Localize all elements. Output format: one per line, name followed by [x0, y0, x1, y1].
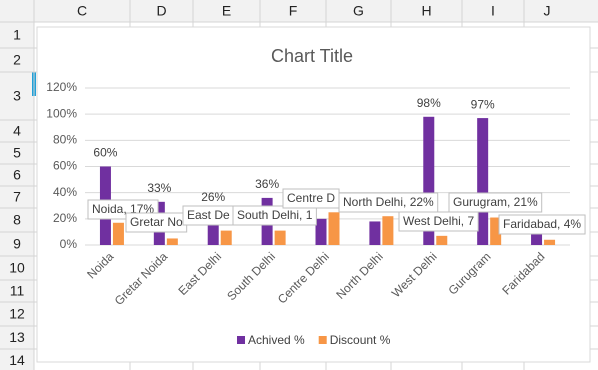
y-tick-label: 20%	[53, 211, 77, 225]
data-label: North Delhi, 22%	[343, 195, 434, 209]
data-label: Gurugram, 21%	[453, 195, 538, 209]
row-header: 1	[13, 27, 21, 43]
bar	[477, 118, 489, 245]
row-header: 10	[9, 260, 25, 276]
data-label: 26%	[201, 190, 225, 204]
y-tick-label: 80%	[53, 133, 77, 147]
data-label-box	[498, 214, 586, 235]
y-tick-label: 120%	[46, 80, 77, 94]
column-header: I	[491, 3, 495, 19]
column-header: C	[77, 3, 87, 19]
bar	[112, 222, 124, 245]
data-label: 36%	[255, 177, 279, 191]
row-header: 6	[13, 167, 21, 183]
y-tick-label: 60%	[53, 159, 77, 173]
column-header: H	[421, 3, 431, 19]
column-header-bar	[0, 0, 598, 22]
row-header-bar	[0, 0, 34, 370]
data-label-box	[398, 211, 479, 232]
bar	[315, 218, 327, 245]
data-label-box	[338, 192, 439, 213]
column-header: J	[544, 3, 551, 19]
row-header: 8	[13, 212, 21, 228]
legend-label: Discount %	[330, 333, 391, 347]
legend-label: Achived %	[248, 333, 305, 347]
data-label: 33%	[147, 181, 171, 195]
column-header: F	[289, 3, 298, 19]
legend-swatch	[318, 336, 327, 344]
row-header: 9	[13, 236, 21, 252]
bar	[544, 239, 556, 245]
data-label: West Delhi, 7	[403, 214, 474, 228]
data-label: Gretar No	[130, 215, 183, 229]
row-header: 11	[10, 283, 25, 299]
data-label: Centre D	[287, 191, 335, 205]
row-header: 2	[13, 52, 21, 68]
y-tick-label: 100%	[46, 106, 77, 120]
bar	[220, 230, 232, 245]
row-header: 3	[13, 88, 21, 104]
data-label: East De	[187, 208, 230, 222]
row-header: 12	[9, 306, 25, 322]
row-header: 14	[9, 352, 25, 368]
legend-swatch	[237, 336, 245, 344]
data-label: Faridabad, 4%	[503, 217, 581, 231]
row-header: 5	[13, 145, 21, 161]
y-tick-label: 40%	[53, 185, 77, 199]
row-header: 4	[13, 123, 21, 139]
column-header: G	[353, 3, 364, 19]
data-label: 97%	[471, 97, 495, 111]
bar	[531, 225, 543, 245]
column-header: D	[156, 3, 166, 19]
bar	[274, 230, 286, 245]
data-label: 98%	[417, 96, 441, 110]
chart-title: Chart Title	[271, 46, 353, 66]
column-header: E	[222, 3, 231, 19]
bar	[166, 238, 178, 245]
data-label: South Delhi, 1	[237, 208, 313, 222]
bar	[436, 235, 448, 245]
bar	[490, 217, 502, 245]
bar	[369, 221, 381, 245]
bar	[423, 116, 435, 246]
row-header: 7	[13, 189, 21, 205]
bar	[328, 212, 340, 245]
y-tick-label: 0%	[60, 237, 78, 251]
bar	[207, 210, 219, 245]
data-label-box	[448, 192, 543, 213]
data-label: 60%	[93, 146, 117, 160]
data-label-box	[232, 205, 317, 226]
bar	[382, 216, 394, 245]
row-header: 13	[9, 329, 25, 345]
